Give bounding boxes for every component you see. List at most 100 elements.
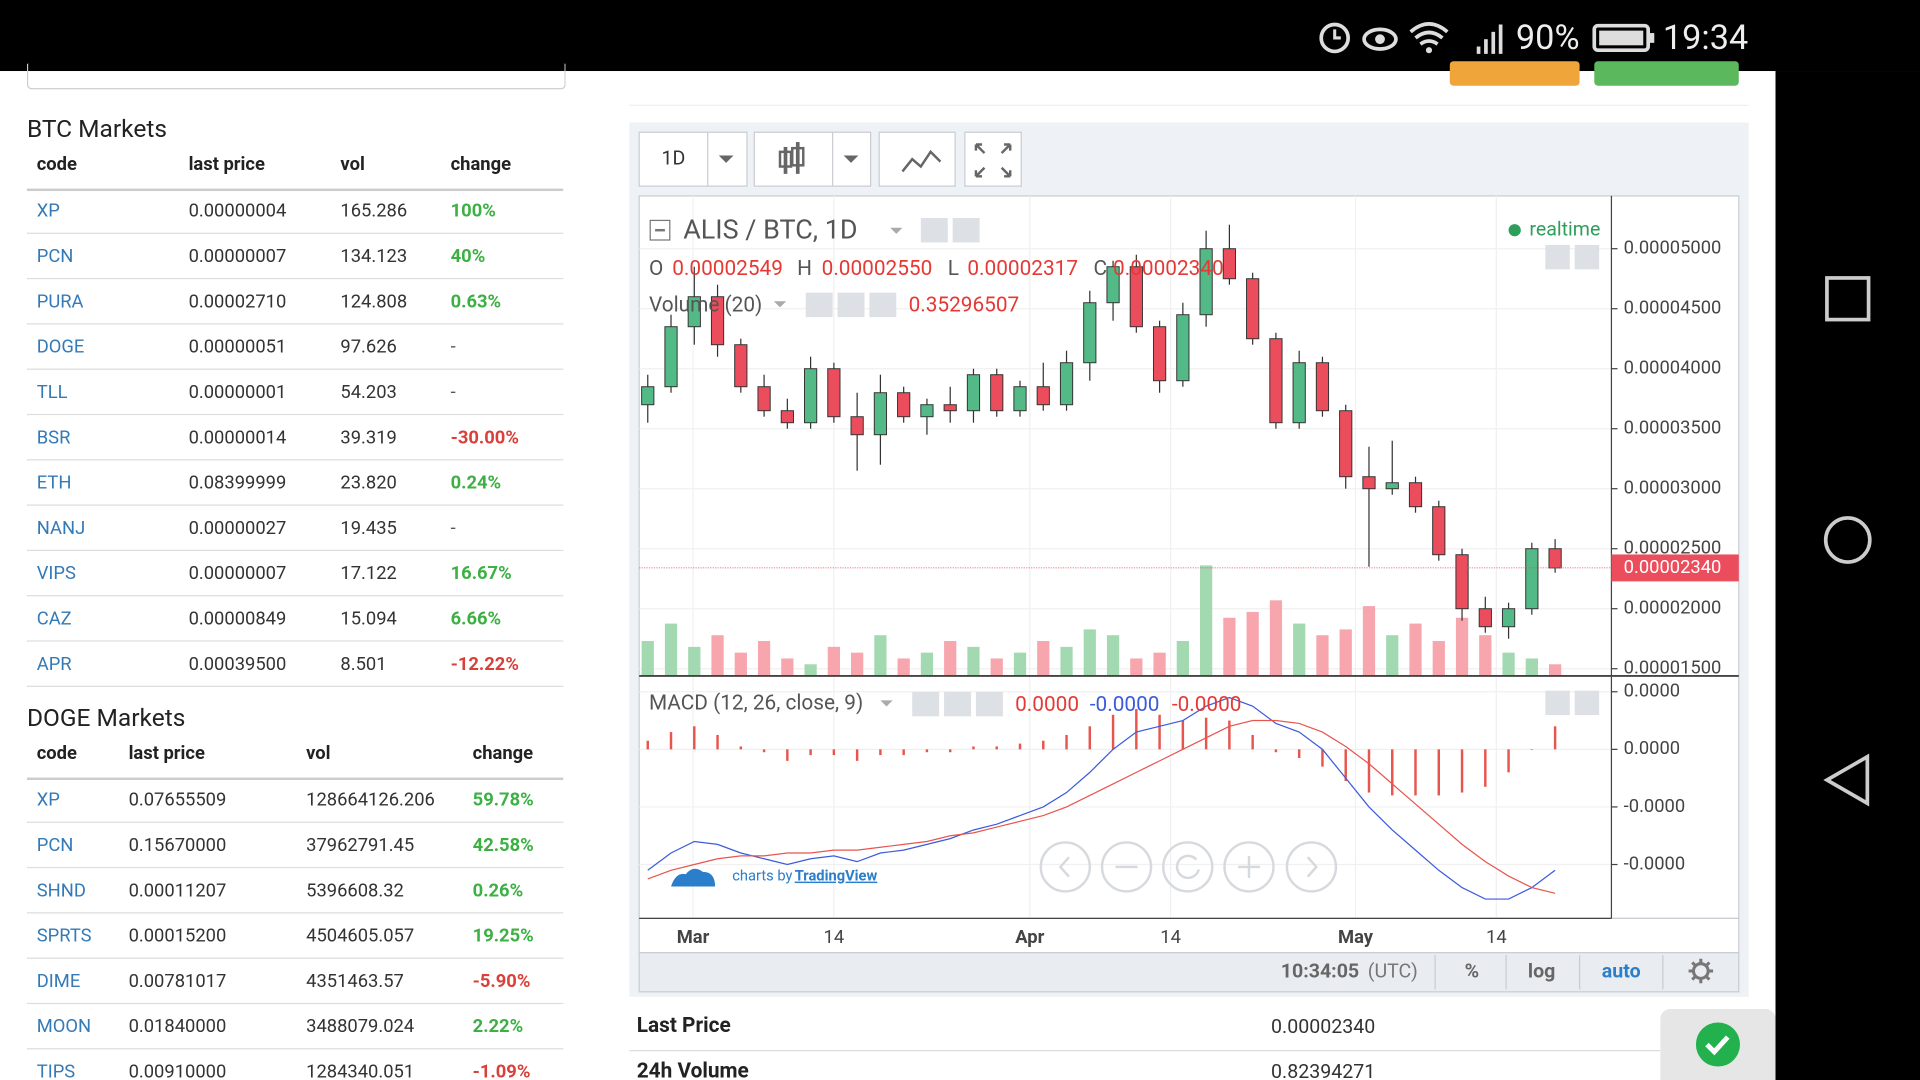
button[interactable]	[1449, 61, 1580, 86]
row-divider	[26, 821, 564, 823]
scale-button[interactable]: %	[1465, 959, 1479, 982]
row-divider	[26, 549, 564, 552]
scale-button[interactable]: auto	[1602, 959, 1641, 982]
candle-body	[1385, 482, 1399, 490]
last-price-box	[1611, 554, 1739, 582]
column-header: change	[472, 742, 534, 765]
cell: 0.00002710	[188, 290, 287, 313]
market-code[interactable]: MOON	[36, 1015, 92, 1038]
stat-label: 24h Volume	[636, 1059, 749, 1080]
volume-bar	[1083, 629, 1096, 676]
search-box[interactable]	[26, 63, 566, 90]
recent-button[interactable]	[1825, 276, 1871, 322]
cell: 0.00000007	[188, 244, 287, 267]
column-header: code	[36, 153, 77, 176]
scroll-right[interactable]	[1285, 841, 1338, 893]
volume-bar	[1502, 652, 1515, 676]
macd-histogram	[972, 746, 975, 750]
volume-bar	[1316, 635, 1329, 676]
cell: 0.08399999	[188, 471, 287, 494]
macd-histogram	[1367, 749, 1371, 793]
macd-histogram	[1042, 740, 1045, 750]
macd-value: 0.0000	[1015, 693, 1079, 717]
market-code[interactable]: TIPS	[36, 1060, 76, 1080]
settings-gear[interactable]	[1688, 958, 1714, 984]
column-header: vol	[306, 742, 331, 765]
cell: 0.00015200	[128, 924, 227, 947]
cell: 39.319	[340, 426, 397, 449]
x-tick-label: Mar	[677, 927, 710, 948]
zoom-out[interactable]	[1100, 841, 1153, 893]
candle-body	[1199, 248, 1213, 316]
market-code[interactable]: NANJ	[36, 516, 86, 539]
market-code[interactable]: BSR	[36, 426, 71, 449]
market-code[interactable]: PCN	[36, 244, 74, 267]
column-header: last price	[128, 742, 205, 765]
market-code[interactable]: XP	[36, 788, 60, 811]
macd-histogram	[669, 732, 673, 750]
market-code[interactable]: CAZ	[36, 607, 72, 630]
home-button[interactable]	[1823, 516, 1872, 564]
volume-bar	[1106, 635, 1120, 676]
volume-bar	[920, 652, 934, 676]
candle-body	[1362, 476, 1376, 490]
row-divider	[26, 504, 564, 506]
watermark: charts by	[732, 867, 792, 885]
candle-body	[1269, 338, 1283, 424]
tradingview-logo	[671, 868, 716, 887]
market-code[interactable]: PCN	[36, 833, 74, 856]
market-code[interactable]: PURA	[36, 290, 84, 313]
cell: 100%	[450, 199, 496, 222]
market-code[interactable]: ETH	[36, 471, 72, 494]
button[interactable]	[1594, 61, 1739, 86]
zoom-in[interactable]	[1223, 841, 1275, 893]
cell: 134.123	[340, 244, 408, 267]
market-code[interactable]: SPRTS	[36, 924, 92, 947]
market-code[interactable]: TLL	[36, 380, 68, 403]
macd-histogram	[786, 749, 789, 761]
x-tick-label: Apr	[1015, 927, 1044, 948]
volume-bar	[1246, 611, 1259, 676]
row-divider	[26, 413, 564, 416]
macd-histogram	[1344, 749, 1347, 782]
market-code[interactable]: SHND	[36, 879, 86, 902]
indicators-button[interactable]	[878, 131, 956, 187]
section-title: DOGE Markets	[26, 702, 186, 733]
back-button[interactable]	[1823, 753, 1870, 807]
market-code[interactable]: DIME	[36, 969, 81, 992]
volume-legend: Volume (20)	[649, 294, 762, 318]
candle-body	[1013, 386, 1027, 412]
row-divider	[26, 912, 564, 914]
fullscreen-button[interactable]	[964, 131, 1022, 187]
scale-button[interactable]: log	[1528, 959, 1555, 982]
candle-body	[1548, 548, 1562, 569]
interval-button[interactable]	[638, 131, 748, 187]
candle-body	[1246, 278, 1260, 340]
volume-bar	[1432, 641, 1445, 676]
row-divider	[26, 957, 564, 959]
y-tick-label: 0.00002000	[1624, 598, 1722, 619]
stat-label: Last Price	[636, 1013, 731, 1039]
volume-bar	[851, 652, 864, 676]
market-code[interactable]: XP	[36, 199, 60, 222]
macd-histogram	[902, 749, 905, 756]
row-divider	[26, 368, 564, 370]
market-code[interactable]: VIPS	[36, 562, 76, 585]
candle-body	[966, 374, 981, 412]
volume-bar	[1339, 629, 1352, 676]
cell: 0.63%	[450, 290, 502, 313]
scroll-left[interactable]	[1039, 841, 1092, 893]
cell: 4351463.57	[306, 969, 404, 992]
market-code[interactable]: DOGE	[36, 335, 85, 358]
volume-bar	[1176, 641, 1189, 676]
candle-body	[1478, 608, 1492, 628]
column-header: change	[450, 153, 512, 176]
market-code[interactable]: APR	[36, 652, 72, 675]
reset[interactable]	[1162, 841, 1214, 893]
watermark-brand[interactable]: TradingView	[795, 867, 878, 885]
volume-bar	[1013, 652, 1027, 676]
volume-bar	[641, 641, 654, 676]
macd-value: -0.0000	[1172, 693, 1242, 717]
candle-body	[850, 416, 864, 436]
x-tick-label: 14	[824, 927, 845, 948]
